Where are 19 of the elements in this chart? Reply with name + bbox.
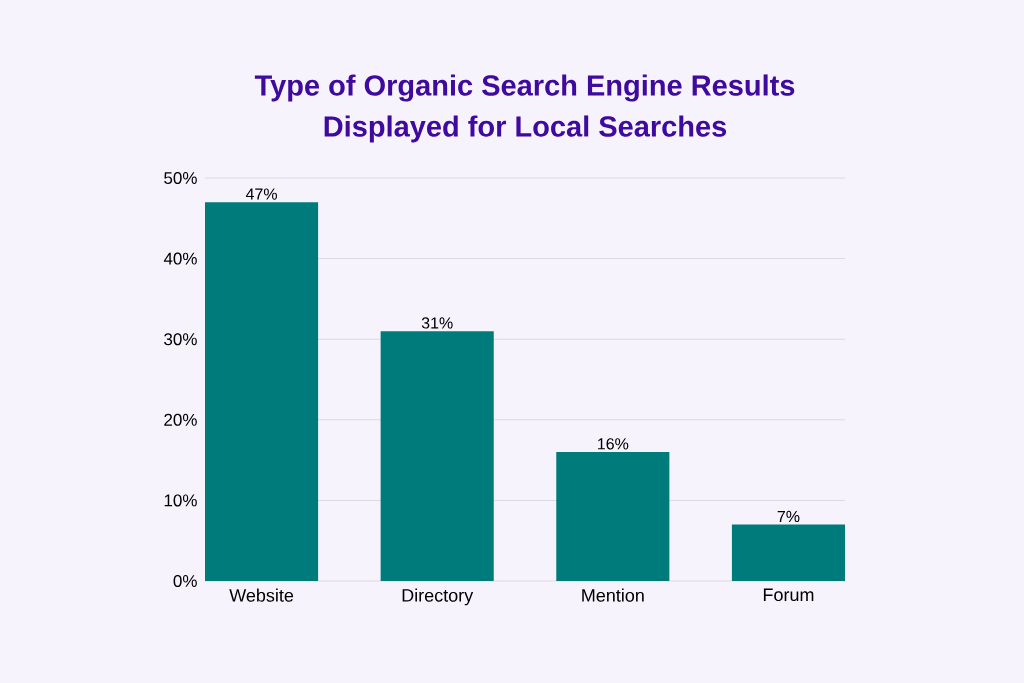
x-tick-label: Website [229, 588, 294, 602]
data-label: 31% [421, 317, 453, 329]
data-label: 7% [777, 510, 800, 523]
chart-title: Type of Organic Search Engine Results Displayed for Local Searches [254, 74, 795, 143]
x-tick-label: Mention [582, 588, 644, 602]
y-tick-label: 40% [163, 252, 197, 265]
x-tick-label: Directory [402, 588, 474, 606]
bar [731, 524, 846, 581]
data-label: 16% [598, 438, 629, 450]
y-tick-label: 10% [164, 494, 197, 507]
y-tick-label: 20% [164, 413, 197, 426]
data-label: 47% [245, 188, 277, 200]
y-tick-label: 0% [173, 574, 197, 588]
y-tick-label: 50% [164, 171, 197, 185]
bar [380, 331, 494, 581]
y-tick-label: 30% [164, 333, 197, 346]
x-tick-label: Forum [763, 588, 814, 602]
bar [205, 202, 319, 581]
bar [556, 452, 670, 581]
